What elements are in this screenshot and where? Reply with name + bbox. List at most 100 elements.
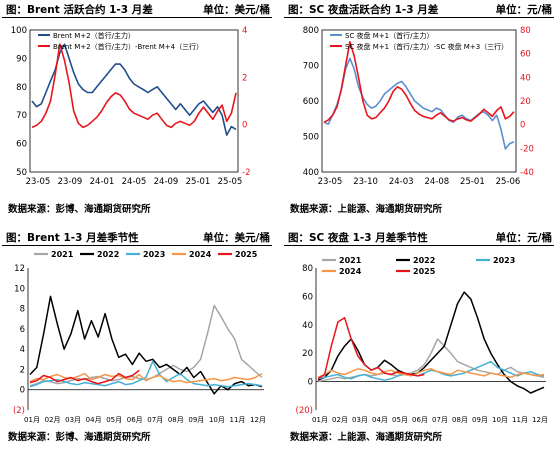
x-tick-label: 10月 [492,416,508,424]
x-tick-label: 25-01 [460,177,485,187]
header-divider [2,17,272,18]
header-divider [284,245,554,246]
x-tick-label: 01月 [24,416,40,424]
legend-label: 2022 [413,256,435,265]
x-tick-label: 08月 [168,416,184,424]
x-tick-label: 23-05 [26,177,51,187]
panel-title: 图：Brent 活跃合约 1-3 月差 [6,4,153,16]
y2-tick-label: 20 [520,97,531,107]
y-tick-label: (20) [296,406,313,416]
x-tick-label: 11月 [512,416,528,424]
panel-title: 图：SC 夜盘活跃合约 1-3 月差 [288,4,439,16]
series-line-1 [29,295,263,395]
x-tick-label: 12月 [250,416,266,424]
y-tick-label: 80 [16,83,27,93]
x-tick-label: 09月 [472,416,488,424]
y-tick-label: 2 [20,365,25,375]
panel-unit: 单位：元/桶 [495,232,552,244]
y2-tick-label: -2 [242,168,250,178]
x-tick-label: 23-10 [353,177,378,187]
y-tick-label: 6 [20,325,25,335]
header-divider [2,245,272,246]
y-tick-label: 600 [303,97,319,107]
legend-label: 2024 [189,250,212,259]
y-tick-label: 500 [303,133,319,143]
x-tick-label: 03月 [352,416,368,424]
plot-frame [29,29,239,173]
series-line-1 [31,43,237,129]
y-tick-label: 70 [16,111,27,121]
y-tick-label: 400 [303,168,319,178]
x-tick-label: 25-06 [496,177,521,187]
x-tick-label: 02月 [45,416,61,424]
panel-unit: 单位：美元/桶 [203,232,270,244]
y-tick-label: 50 [16,168,27,178]
series-line-3 [317,368,545,379]
x-tick-label: 05月 [392,416,408,424]
legend-label: 2022 [97,250,119,259]
legend-label: SC 夜盘 M+1（首行/主力）-SC 夜盘 M+3（三行） [345,42,508,51]
x-tick-label: 11月 [229,416,245,424]
y-tick-label: 40 [302,321,313,331]
y-tick-label: 90 [16,54,27,64]
sc-spread-chart: 400 500 600 700 800 -40 -20 0 20 40 60 80 23-05 23-10… [303,26,534,187]
x-tick-label: 24-08 [424,177,449,187]
y-tick-label: 100 [11,26,27,36]
y2-tick-label: 0 [520,121,525,131]
y-tick-label: 80 [302,264,313,274]
panel-title: 图：Brent 1-3 月差季节性 [6,232,139,244]
y2-tick-label: 2 [242,73,247,83]
sc-spread-panel: 图：SC 夜盘活跃合约 1-3 月差 单位：元/桶 400 500 600 700 80… [284,0,554,222]
series-line-0 [323,57,515,150]
legend-label: Brent M+2（首行/主力）-Brent M+4（三行） [53,42,203,51]
plot-frame [321,29,517,173]
x-tick-label: 07月 [147,416,163,424]
panel-header: 图：Brent 活跃合约 1-3 月差 单位：美元/桶 [2,0,272,17]
panel-header: 图：SC 夜盘活跃合约 1-3 月差 单位：元/桶 [284,0,554,17]
legend-label: 2023 [143,250,165,259]
panel-title: 图：SC 夜盘 1-3 月差季节性 [288,232,428,244]
y-tick-label: 20 [302,349,313,359]
brent-spread-chart: 50 60 70 80 90 100 -2 0 2 4 23-05 23-09 24-01 24-05 24… [11,26,251,187]
x-tick-label: 04月 [372,416,388,424]
legend-label: 2025 [235,250,258,259]
legend-label: 2024 [339,267,362,276]
brent-seasonal-chart: (2) 0 2 4 6 8 10 12 01月 02月 03月 04月 05月 06月 07月 08月 09月 1… [13,250,266,424]
y2-tick-label: -40 [520,168,534,178]
x-tick-label: 12月 [532,416,548,424]
panel-source: 数据来源：上能源、海通期货研究所 [290,432,443,443]
series-line-0 [29,304,263,387]
y-tick-label: 60 [302,292,313,302]
x-tick-label: 07月 [432,416,448,424]
x-tick-label: 05月 [106,416,122,424]
legend-label: 2023 [493,256,515,265]
panel-source: 数据来源：彭博、海通期货研究所 [8,204,151,215]
series-line-1 [323,40,515,123]
x-tick-label: 01月 [312,416,328,424]
x-tick-label: 08月 [452,416,468,424]
y2-tick-label: -20 [520,144,534,154]
legend-label: SC 夜盘 M+1（首行/主力） [345,31,434,40]
x-tick-label: 02月 [332,416,348,424]
legend-label: 2021 [51,250,74,259]
panel-unit: 单位：美元/桶 [203,4,270,16]
y-tick-label: 0 [20,386,25,396]
y-tick-label: 4 [20,345,25,355]
y-tick-label: 800 [303,26,319,36]
y-tick-label: 60 [16,140,27,150]
y-tick-label: 8 [20,305,25,315]
y2-tick-label: 60 [520,50,531,60]
x-tick-label: 24-05 [122,177,147,187]
panel-source: 数据来源：彭博、海通期货研究所 [8,432,151,443]
x-tick-label: 24-01 [90,177,115,187]
legend-label: Brent M+2（首行/主力） [53,31,135,40]
x-tick-label: 25-01 [186,177,211,187]
y2-tick-label: 0 [242,121,247,131]
series-line-0 [31,43,237,136]
x-tick-label: 23-09 [58,177,83,187]
header-divider [284,17,554,18]
y-tick-label: 10 [14,284,25,294]
x-tick-label: 03月 [65,416,81,424]
x-tick-label: 24-03 [389,177,414,187]
x-tick-label: 23-05 [318,177,343,187]
